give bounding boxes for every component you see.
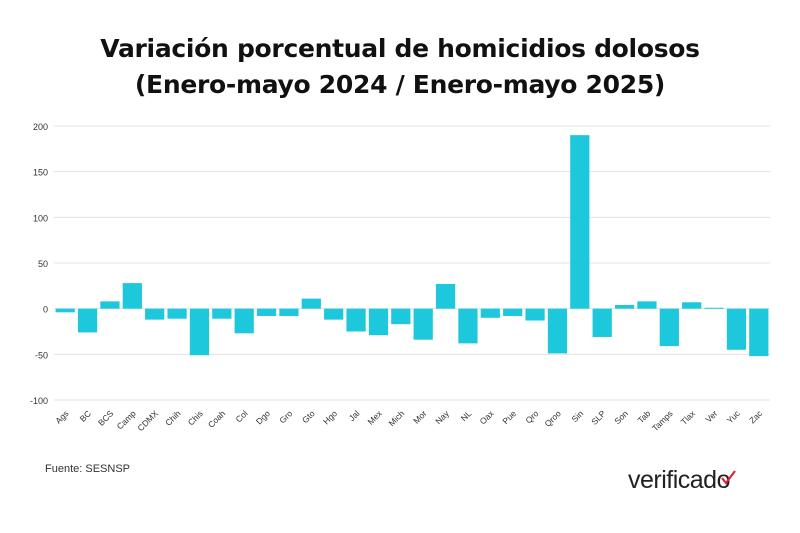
x-tick-label: Chis [186,408,205,427]
bar-bcs [100,301,120,309]
bar-coah [212,308,232,319]
bar-son [614,305,635,309]
x-tick-label: Dgo [254,408,272,426]
bar-nl [458,308,478,344]
check-icon [721,470,736,485]
bar-gro [279,308,299,316]
bar-cdmx [145,308,165,320]
logo-text: verificado [628,466,731,494]
x-tick-label: Qroo [542,408,563,429]
y-tick-label: 150 [33,168,48,178]
x-tick-label: Camp [115,408,138,431]
bar-chih [167,308,187,319]
bar-camp [122,283,142,309]
x-tick-label: Qro [523,408,540,425]
x-tick-label: Coah [206,408,228,430]
x-tick-label: Yuc [725,408,743,426]
x-tick-label: Sin [569,408,585,424]
x-tick-label: Gro [277,408,294,425]
x-tick-label: Gto [300,408,317,425]
x-tick-label: Mich [386,408,406,428]
x-tick-label: Mor [411,408,429,426]
bar-slp [592,308,612,337]
bar-bc [77,308,98,333]
y-tick-label: 50 [38,259,48,269]
x-tick-label: CDMX [135,408,160,433]
bar-zac [749,308,769,357]
bar-mich [391,308,411,325]
bar-yuc [726,308,747,350]
bar-tlax [682,302,702,309]
bar-mex [368,308,389,336]
y-tick-label: 200 [33,122,48,132]
x-tick-label: Chih [163,408,183,428]
x-tick-label: Mex [365,408,384,427]
x-tick-label: Tlax [679,408,698,427]
chart-subtitle: (Enero-mayo 2024 / Enero-mayo 2025) [134,70,666,99]
bar-chis [189,308,210,356]
bar-tamps [659,308,679,347]
y-tick-label: 100 [33,213,48,223]
bar-hgo [324,308,344,320]
bar-jal [346,308,366,332]
source-note: Fuente: SESNSP [45,463,130,475]
x-tick-label: Son [612,408,630,426]
x-tick-label: Pue [500,408,518,426]
y-tick-label: -100 [30,396,48,406]
bar-ver [704,307,724,309]
x-tick-label: NL [459,408,474,423]
x-tick-label: Hgo [321,408,339,426]
bar-sin [570,135,590,309]
x-tick-label: Nay [433,408,451,426]
chart-title: Variación porcentual de homicidios dolos… [100,34,700,63]
bar-gto [301,298,321,309]
x-tick-label: Jal [347,408,362,423]
bar-col [234,308,254,334]
x-tick-label: Zac [747,408,765,426]
x-tick-label: Tab [636,408,653,425]
bar-ags [55,308,75,313]
bar-qro [525,308,545,321]
bar-pue [503,308,523,316]
x-tick-label: Ags [53,408,70,425]
x-tick-label: Col [234,408,250,424]
x-tick-label: SLP [589,408,608,427]
verificado-logo: verificado [628,466,736,495]
x-tick-label: BC [78,408,93,423]
x-tick-label: Oax [478,408,497,427]
bar-qroo [547,308,568,354]
bar-oax [480,308,500,318]
bar-mor [413,308,433,340]
x-tick-label: BCS [96,408,116,428]
y-tick-label: -50 [35,350,48,360]
bar-tab [637,301,657,309]
x-tick-label: Tamps [650,408,675,433]
bar-dgo [256,308,277,316]
x-tick-label: Ver [703,408,719,424]
bar-nay [435,284,456,309]
y-tick-label: 0 [43,305,48,315]
